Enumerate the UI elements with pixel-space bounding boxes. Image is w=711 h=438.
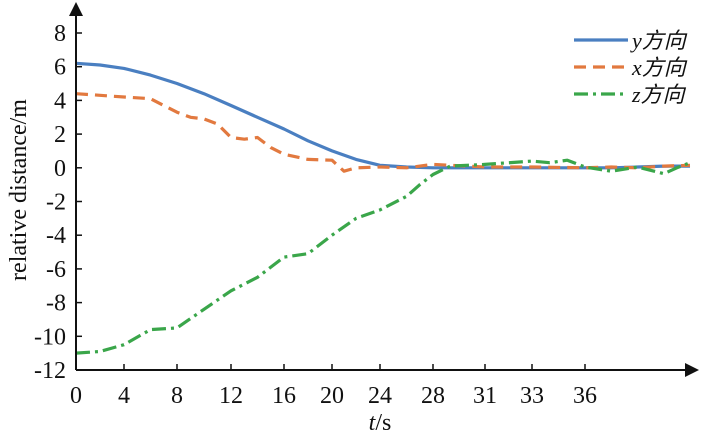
legend-label-3: z方向 [631, 82, 687, 107]
y-tick-label: 0 [54, 156, 66, 182]
plot-lines [75, 61, 691, 355]
x-tick-label: 24 [368, 383, 392, 409]
y-tick-label: -12 [34, 358, 66, 384]
y-tick-label: -8 [46, 291, 66, 317]
y-tick-label: -6 [46, 257, 66, 283]
x-axis-arrow [685, 363, 699, 377]
y-tick-label: 6 [54, 55, 66, 81]
y-tick-label: 8 [54, 21, 66, 47]
y-axis-label: relative distance/m [6, 99, 32, 281]
legend-label-2: x方向 [631, 55, 688, 80]
y-tick-label: -2 [46, 190, 66, 216]
y-tick-label: 4 [54, 88, 66, 114]
y-tick-label: 2 [54, 122, 66, 148]
x-tick-label: 31 [473, 383, 497, 409]
x-tick-label: 12 [219, 383, 243, 409]
x-tick-label: 0 [70, 383, 82, 409]
series-line-1 [75, 61, 690, 170]
x-tick-label: 28 [421, 383, 445, 409]
x-tick-label: 36 [573, 383, 597, 409]
x-tick-label: 16 [272, 383, 296, 409]
legend-label-1: y方向 [630, 28, 688, 53]
x-tick-label: 33 [520, 383, 544, 409]
x-tick-label: 20 [320, 383, 344, 409]
series-line-3 [75, 158, 691, 355]
x-axis-label: t/s [369, 410, 392, 436]
x-tick-label: 8 [171, 383, 183, 409]
x-tick-label: 4 [118, 383, 130, 409]
series-line-2 [75, 92, 691, 173]
y-tick-label: -4 [46, 223, 66, 249]
y-tick-label: -10 [34, 324, 66, 350]
y-axis-arrow [69, 2, 83, 16]
